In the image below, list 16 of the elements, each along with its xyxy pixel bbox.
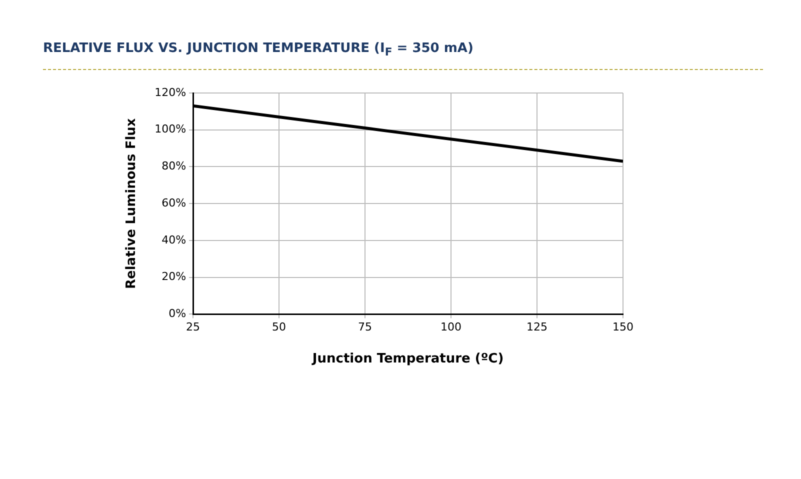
x-tick-label: 75 [358, 320, 372, 334]
x-tick-label: 125 [526, 320, 548, 334]
y-axis-title: Relative Luminous Flux [124, 118, 140, 289]
y-tick-label: 120% [154, 86, 186, 99]
x-axis-title: Junction Temperature (ºC) [311, 352, 504, 367]
x-tick-label: 100 [440, 320, 462, 334]
y-tick-label: 100% [154, 122, 186, 136]
x-tick-label: 25 [186, 320, 200, 334]
chart-title: RELATIVE FLUX VS. JUNCTION TEMPERATURE (I$_{F}$ = 350 mA) [43, 41, 474, 61]
y-tick-label: 20% [162, 270, 186, 284]
y-tick-label: 60% [162, 196, 186, 210]
y-tick-label: 80% [162, 160, 186, 173]
y-tick-label: 0% [168, 307, 186, 320]
y-tick-label: 40% [162, 233, 186, 246]
x-tick-label: 150 [612, 320, 634, 334]
x-tick-label: 50 [272, 320, 286, 334]
